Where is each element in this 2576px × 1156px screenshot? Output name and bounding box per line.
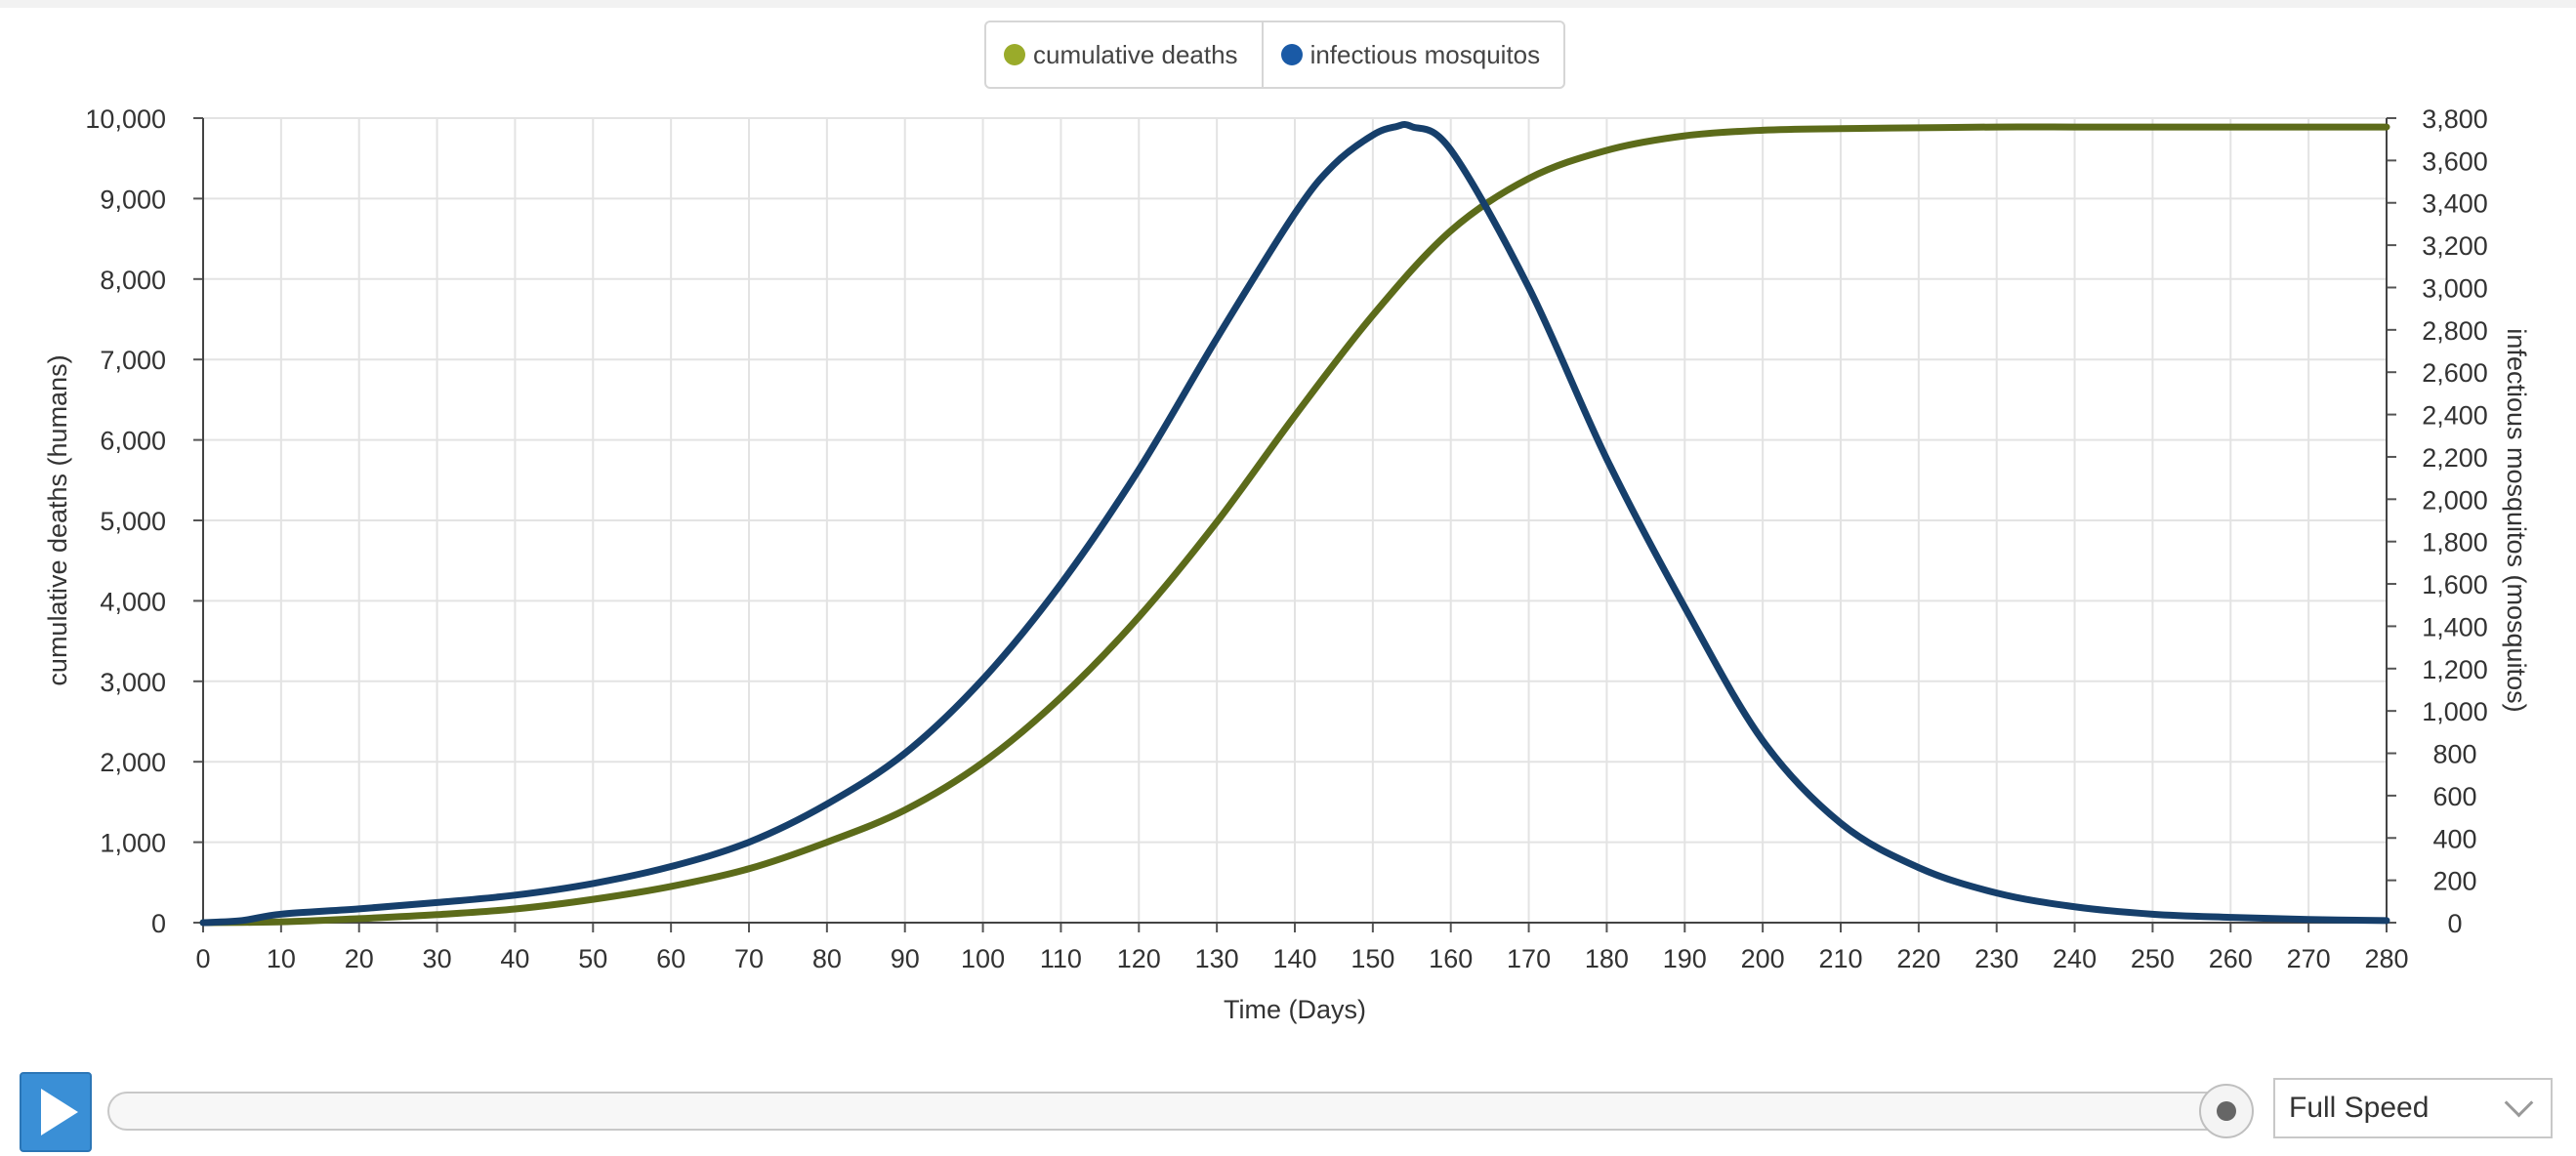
y-right-tick-label: 3,200: [2422, 231, 2488, 261]
x-tick-label: 230: [1974, 944, 2018, 973]
time-slider[interactable]: [107, 1092, 2250, 1131]
y-right-tick-label: 2,800: [2422, 316, 2488, 346]
x-tick-label: 100: [961, 944, 1005, 973]
play-button[interactable]: [20, 1072, 92, 1152]
play-icon: [41, 1089, 78, 1135]
x-tick-label: 60: [656, 944, 686, 973]
x-tick-label: 200: [1741, 944, 1785, 973]
y-left-tick-label: 6,000: [100, 427, 166, 456]
y-right-tick-label: 1,400: [2422, 612, 2488, 641]
y-right-tick-label: 200: [2432, 867, 2476, 896]
y-right-tick-label: 400: [2432, 824, 2476, 853]
x-tick-label: 250: [2131, 944, 2175, 973]
speed-select[interactable]: Full Speed: [2273, 1078, 2553, 1138]
y-axis-left-title: cumulative deaths (humans): [43, 354, 72, 685]
x-tick-label: 20: [345, 944, 374, 973]
y-right-tick-label: 800: [2432, 740, 2476, 769]
slider-handle[interactable]: [2199, 1084, 2254, 1138]
chevron-down-icon: [2504, 1088, 2534, 1117]
x-tick-label: 120: [1117, 944, 1161, 973]
y-left-tick-label: 3,000: [100, 668, 166, 697]
x-tick-label: 190: [1663, 944, 1707, 973]
x-tick-label: 160: [1429, 944, 1473, 973]
x-tick-label: 90: [891, 944, 920, 973]
legend-dot-icon: [1280, 44, 1303, 65]
x-tick-label: 130: [1195, 944, 1239, 973]
y-right-tick-label: 3,800: [2422, 104, 2488, 134]
y-right-tick-label: 3,400: [2422, 189, 2488, 219]
y-right-tick-label: 2,600: [2422, 358, 2488, 388]
x-tick-label: 260: [2209, 944, 2253, 973]
x-tick-label: 170: [1507, 944, 1551, 973]
series: [199, 121, 2390, 927]
y-right-tick-label: 2,200: [2422, 443, 2488, 473]
x-tick-label: 40: [500, 944, 529, 973]
x-tick-label: 70: [734, 944, 764, 973]
y-left-tick-label: 10,000: [85, 104, 166, 134]
x-tick-label: 10: [267, 944, 296, 973]
y-right-tick-label: 600: [2432, 782, 2476, 811]
x-tick-label: 210: [1818, 944, 1862, 973]
legend-item-cumulative-deaths[interactable]: cumulative deaths: [986, 22, 1262, 87]
y-right-tick-label: 3,000: [2422, 273, 2488, 303]
speed-select-value: Full Speed: [2289, 1092, 2430, 1124]
axes: 0 10 20 30 40 50 60 70 80 90 100 110 120 130 140 150 160…: [85, 104, 2487, 973]
y-left-tick-label: 5,000: [100, 507, 166, 536]
y-right-tick-label: 2,400: [2422, 401, 2488, 431]
y-left-tick-label: 4,000: [100, 587, 166, 616]
chart-legend: cumulative deaths infectious mosquitos: [984, 21, 1566, 89]
y-axis-right-title: infectious mosquitos (mosquitos): [2502, 328, 2531, 712]
y-right-tick-label: 1,200: [2422, 655, 2488, 684]
y-left-tick-label: 8,000: [100, 266, 166, 295]
x-tick-label: 240: [2053, 944, 2097, 973]
x-tick-label: 140: [1272, 944, 1316, 973]
y-left-tick-label: 7,000: [100, 346, 166, 375]
y-right-tick-label: 1,000: [2422, 697, 2488, 726]
y-left-tick-label: 2,000: [100, 748, 166, 777]
x-tick-label: 110: [1040, 944, 1082, 973]
x-axis-title: Time (Days): [1224, 995, 1366, 1024]
y-left-tick-label: 9,000: [100, 185, 166, 214]
y-left-tick-label: 1,000: [100, 829, 166, 858]
line-chart: 0 10 20 30 40 50 60 70 80 90 100 110 120 130 140 150 160…: [43, 104, 2531, 1024]
playback-controls: Full Speed: [0, 1062, 2576, 1152]
x-tick-label: 180: [1585, 944, 1629, 973]
legend-label: cumulative deaths: [1033, 39, 1238, 69]
legend-dot-icon: [1004, 44, 1025, 65]
app-window: 0 10 20 30 40 50 60 70 80 90 100 110 120 130 140 150 160…: [0, 8, 2576, 1156]
series-line-infectious-mosquitos: [199, 121, 2390, 927]
y-right-tick-label: 1,600: [2422, 570, 2488, 599]
grid: [202, 117, 2388, 924]
slider-handle-dot-icon: [2217, 1101, 2236, 1121]
x-tick-label: 150: [1350, 944, 1394, 973]
y-left-tick-label: 0: [151, 909, 166, 938]
series-line-cumulative-deaths: [199, 123, 2390, 927]
y-right-tick-label: 1,800: [2422, 528, 2488, 557]
x-tick-label: 50: [578, 944, 607, 973]
legend-item-infectious-mosquitos[interactable]: infectious mosquitos: [1261, 22, 1564, 87]
x-tick-label: 280: [2364, 944, 2408, 973]
legend-label: infectious mosquitos: [1309, 39, 1541, 69]
x-tick-label: 80: [812, 944, 842, 973]
x-tick-label: 0: [195, 944, 210, 973]
x-tick-label: 270: [2287, 944, 2331, 973]
x-tick-label: 220: [1896, 944, 1940, 973]
x-tick-label: 30: [423, 944, 452, 973]
y-right-tick-label: 0: [2447, 909, 2462, 938]
y-right-tick-label: 3,600: [2422, 146, 2488, 176]
y-right-tick-label: 2,000: [2422, 485, 2488, 515]
